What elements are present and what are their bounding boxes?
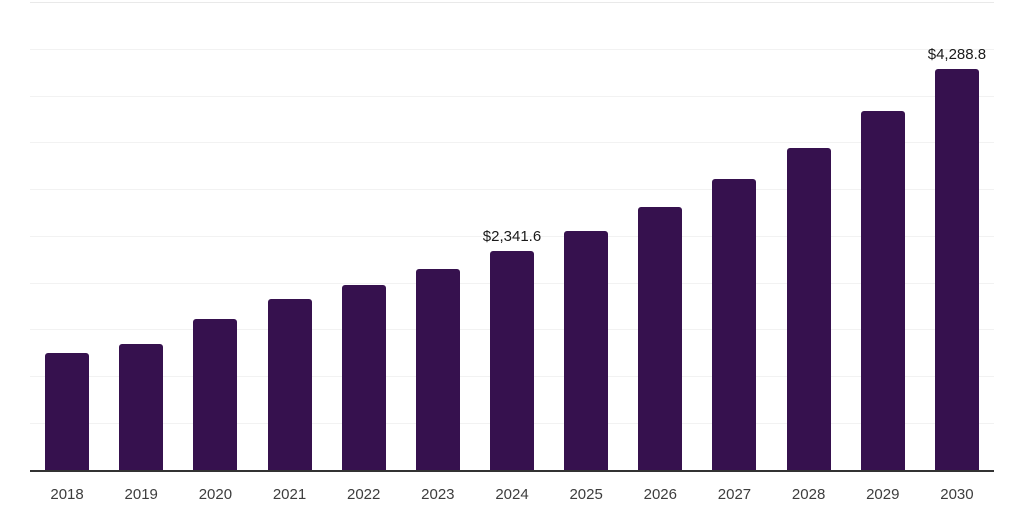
value-label-2030: $4,288.8 [927,45,987,63]
bar-2023 [415,268,460,470]
x-tick-2027: 2027 [717,486,752,503]
x-tick-2020: 2020 [198,486,233,503]
bar-2029 [860,111,905,470]
x-tick-2023: 2023 [421,486,455,503]
bar-2024 [490,251,534,470]
value-label-2024: $2,341.6 [482,228,542,246]
bar-2020 [193,318,238,470]
bar-2021 [267,298,312,470]
x-tick-2028: 2028 [791,486,826,503]
x-tick-2024: 2024 [495,486,529,503]
bar-2030 [934,68,979,470]
x-tick-2018: 2018 [50,486,84,503]
bar-2026 [638,207,683,470]
x-axis-line [30,470,994,472]
gridline-2500 [30,235,994,237]
gridline-3500 [30,142,994,144]
x-tick-2019: 2019 [124,486,158,503]
x-tick-2022: 2022 [347,486,381,503]
x-tick-2025: 2025 [569,486,603,503]
bar-2027 [712,179,757,470]
gridline-4000 [30,95,994,97]
x-tick-2029: 2029 [866,486,900,503]
gridline-5000 [30,2,994,3]
bar-2018 [45,353,90,470]
bar-2028 [786,148,831,470]
x-tick-2030: 2030 [940,486,974,503]
bar-2022 [341,285,386,470]
x-tick-2026: 2026 [643,486,677,503]
gridline-4500 [30,48,994,50]
x-tick-2021: 2021 [272,486,307,503]
gridline-3000 [30,189,994,190]
bar-2025 [564,230,609,470]
bar-2019 [119,343,164,470]
